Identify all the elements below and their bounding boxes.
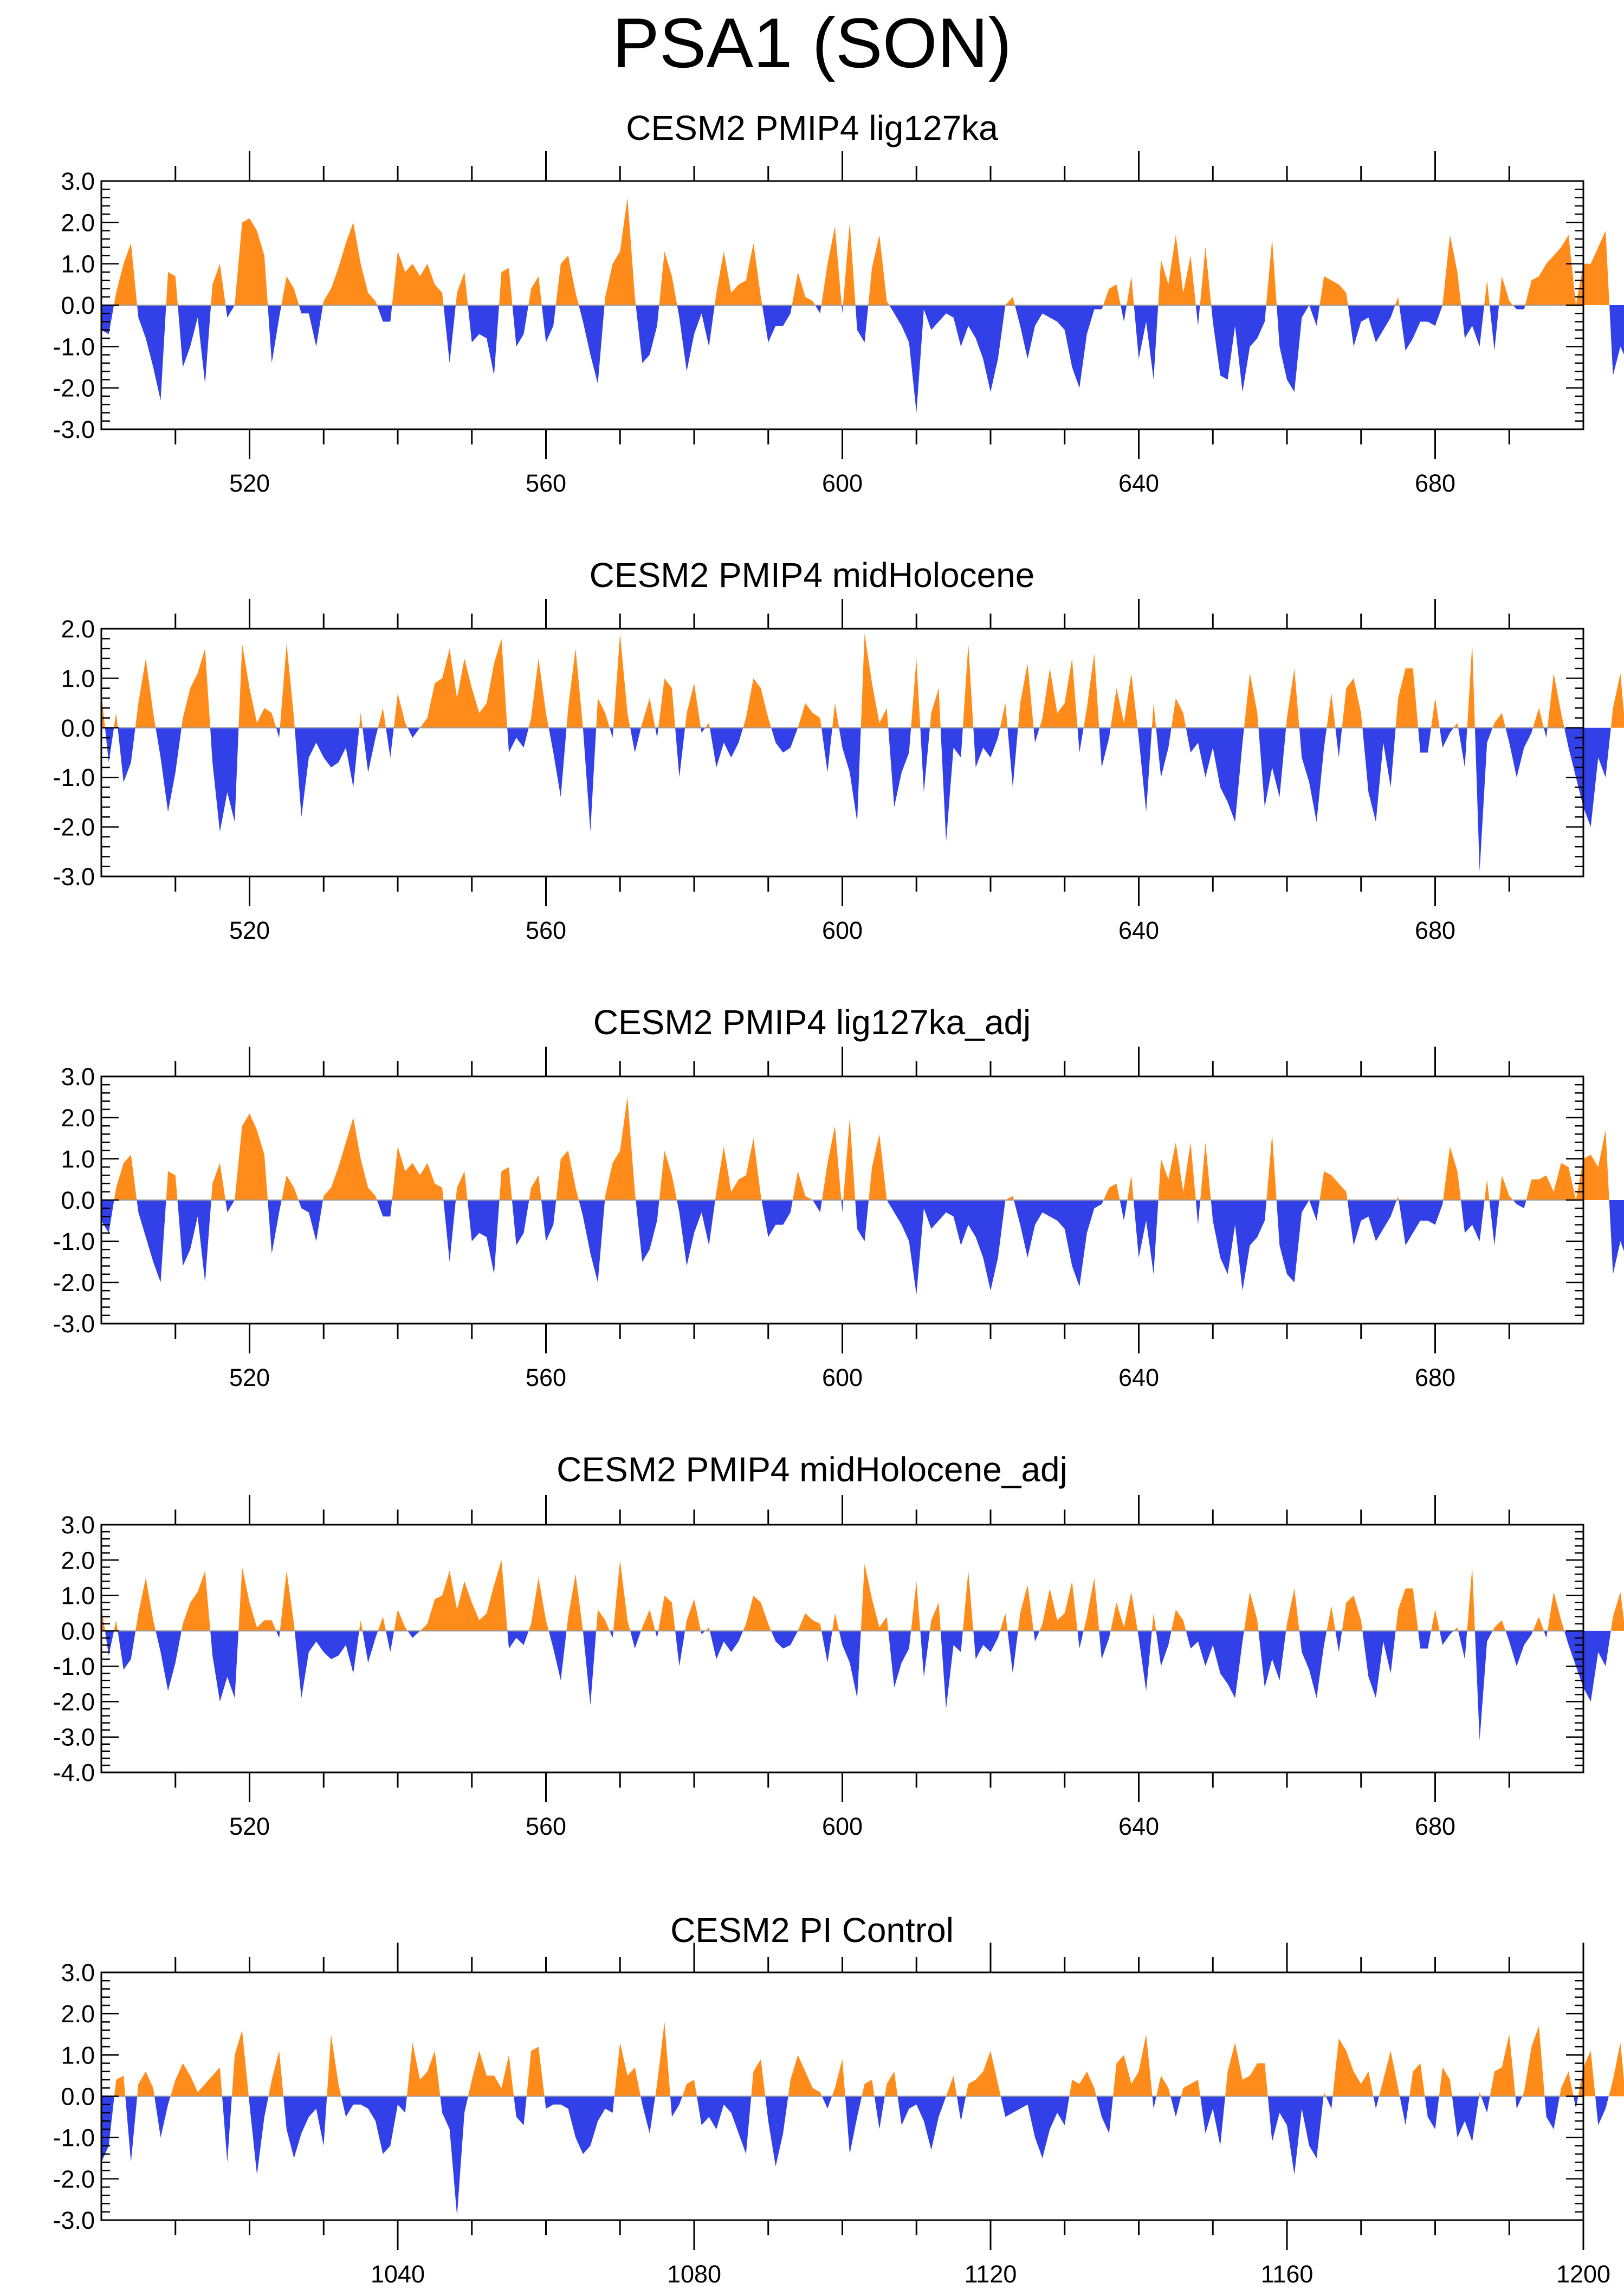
y-tick-label: -2.0: [53, 814, 95, 841]
y-tick-label: -3.0: [53, 2207, 95, 2234]
x-tick-label: 640: [1118, 917, 1159, 944]
x-tick-label: 1200: [1556, 2260, 1610, 2288]
negative-anomaly-area: [101, 1200, 1624, 1295]
panel-4-title: CESM2 PMIP4 midHolocene_adj: [557, 1450, 1067, 1489]
y-tick-label: 2.0: [61, 1104, 95, 1132]
panel-5: -3.0 -2.0 -1.0 0.0 1.0 2.0 3.0 1040 1080 1120 1160…: [53, 1943, 1624, 2288]
y-tick-label: 2.0: [61, 1546, 95, 1574]
positive-anomaly-area: [101, 634, 1624, 728]
y-tick-label: 3.0: [61, 167, 95, 195]
panel-1: -3.0 -2.0 -1.0 0.0 1.0 2.0 3.0 520 560 600 640 680: [53, 151, 1624, 497]
y-tick-label: -3.0: [53, 416, 95, 443]
x-tick-label: 600: [822, 1364, 863, 1391]
y-tick-label: -1.0: [53, 1228, 95, 1255]
y-tick-label: -4.0: [53, 1759, 95, 1787]
panel-3: -3.0 -2.0 -1.0 0.0 1.0 2.0 3.0 520 560 600 640 680: [53, 1047, 1624, 1391]
x-tick-label: 600: [822, 469, 863, 497]
y-tick-label: -1.0: [53, 2124, 95, 2152]
y-tick-label: -1.0: [53, 764, 95, 791]
positive-anomaly-area: [114, 197, 1610, 305]
y-tick-label: 0.0: [61, 2083, 95, 2111]
negative-anomaly-area: [105, 727, 1611, 872]
x-tick-label: 680: [1415, 469, 1455, 497]
x-tick-label: 520: [229, 917, 270, 944]
x-tick-label: 560: [526, 917, 566, 944]
x-tick-label: 560: [526, 1813, 566, 1840]
y-tick-label: 0.0: [61, 714, 95, 742]
positive-anomaly-area: [114, 1097, 1609, 1200]
x-tick-label: 520: [229, 469, 270, 497]
y-tick-label: 1.0: [61, 1582, 95, 1610]
y-tick-label: -1.0: [53, 333, 95, 360]
y-tick-label: -2.0: [53, 375, 95, 402]
y-tick-label: 0.0: [61, 1617, 95, 1645]
y-tick-label: -3.0: [53, 863, 95, 891]
y-tick-label: -2.0: [53, 1269, 95, 1297]
panel-3-title: CESM2 PMIP4 lig127ka_adj: [593, 1003, 1031, 1042]
y-tick-label: -1.0: [53, 1653, 95, 1680]
negative-anomaly-area: [101, 2096, 1609, 2216]
x-tick-label: 520: [229, 1364, 270, 1391]
x-tick-label: 640: [1118, 469, 1159, 497]
x-tick-label: 1080: [667, 2260, 721, 2288]
y-tick-label: 2.0: [61, 615, 95, 643]
y-tick-label: 1.0: [61, 2041, 95, 2069]
x-tick-label: 680: [1415, 917, 1455, 944]
y-tick-label: 0.0: [61, 292, 95, 319]
x-tick-label: 600: [822, 1813, 863, 1840]
x-tick-label: 560: [526, 469, 566, 497]
x-tick-label: 560: [526, 1364, 566, 1391]
negative-anomaly-area: [105, 1630, 1611, 1741]
y-tick-label: 1.0: [61, 665, 95, 692]
positive-anomaly-area: [101, 1560, 1624, 1631]
y-tick-label: 1.0: [61, 250, 95, 278]
x-tick-label: 520: [229, 1813, 270, 1840]
y-tick-label: 0.0: [61, 1186, 95, 1214]
panel-4: -4.0 -3.0 -2.0 -1.0 0.0 1.0 2.0 3.0 520 560 600 640…: [53, 1495, 1624, 1840]
x-tick-label: 680: [1415, 1364, 1455, 1391]
x-tick-label: 640: [1118, 1813, 1159, 1840]
y-tick-label: 3.0: [61, 1511, 95, 1539]
y-tick-label: -2.0: [53, 1688, 95, 1715]
x-tick-label: 1160: [1261, 2260, 1314, 2288]
x-tick-label: 1040: [371, 2260, 425, 2288]
panel-5-title: CESM2 PI Control: [670, 1911, 954, 1950]
y-tick-label: 1.0: [61, 1145, 95, 1173]
y-tick-label: -2.0: [53, 2165, 95, 2193]
negative-anomaly-area: [101, 305, 1624, 413]
x-tick-label: 1120: [965, 2260, 1017, 2288]
y-tick-label: -3.0: [53, 1724, 95, 1751]
y-tick-label: 3.0: [61, 1959, 95, 1987]
panel-2-title: CESM2 PMIP4 midHolocene: [589, 556, 1035, 595]
y-tick-label: 2.0: [61, 2000, 95, 2028]
x-tick-label: 640: [1118, 1364, 1159, 1391]
figure-title: PSA1 (SON): [612, 3, 1012, 82]
x-tick-label: 680: [1415, 1813, 1455, 1840]
y-tick-label: -3.0: [53, 1310, 95, 1338]
y-tick-label: 2.0: [61, 209, 95, 236]
x-tick-label: 600: [822, 917, 863, 944]
panel-2: -3.0 -2.0 -1.0 0.0 1.0 2.0 520 560 600 640 680: [53, 599, 1624, 944]
y-tick-label: 3.0: [61, 1063, 95, 1091]
positive-anomaly-area: [114, 2022, 1624, 2097]
panel-1-title: CESM2 PMIP4 lig127ka: [626, 108, 998, 147]
